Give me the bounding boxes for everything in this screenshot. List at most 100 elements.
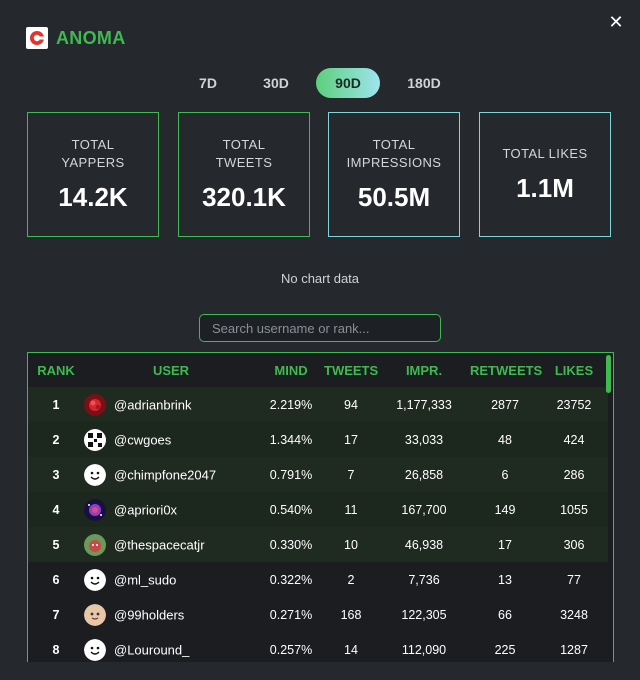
cat-avatar bbox=[84, 533, 106, 556]
username[interactable]: @ml_sudo bbox=[114, 572, 177, 587]
mind-cell: 0.330% bbox=[258, 527, 324, 562]
smiley-avatar bbox=[84, 463, 106, 486]
tab-90d[interactable]: 90D bbox=[316, 68, 380, 98]
anoma-logo bbox=[26, 27, 48, 49]
username[interactable]: @99holders bbox=[114, 607, 185, 622]
impr-cell: 1,177,333 bbox=[378, 387, 470, 422]
chart-empty-message: No chart data bbox=[280, 271, 360, 286]
retweets-cell: 66 bbox=[498, 607, 512, 622]
username[interactable]: @apriori0x bbox=[114, 502, 178, 517]
period-tabs: 7D 30D 90D 180D bbox=[0, 68, 640, 98]
stat-total-impressions: TOTAL IMPRESSIONS 50.5M bbox=[328, 112, 460, 237]
leaderboard-table: RANK USER MIND TWEETS IMPR. RETWEETS LIK… bbox=[27, 352, 614, 662]
username[interactable]: @chimpfone2047 bbox=[114, 467, 217, 482]
table-scrollbar[interactable] bbox=[606, 355, 611, 393]
rank-cell: 2 bbox=[28, 422, 84, 457]
col-impr-header[interactable]: IMPR. bbox=[405, 362, 443, 378]
retweets-cell: 13 bbox=[498, 572, 512, 587]
user-cell: @cwgoes bbox=[84, 422, 258, 457]
impr-cell: 167,700 bbox=[378, 492, 470, 527]
likes-cell: 306 bbox=[540, 527, 608, 562]
tweets-cell: 168 bbox=[340, 607, 362, 622]
retweets-cell: 149 bbox=[470, 492, 540, 527]
mind-cell: 0.791% bbox=[258, 457, 324, 492]
mind-cell: 1.344% bbox=[258, 422, 324, 457]
mind-cell: 0.322% bbox=[269, 572, 313, 587]
impr-cell: 122,305 bbox=[401, 607, 447, 622]
col-tweets-header[interactable]: TWEETS bbox=[324, 362, 379, 378]
mind-cell: 2.219% bbox=[258, 387, 324, 422]
likes-cell: 1287 bbox=[560, 642, 588, 657]
table-row[interactable]: 6 @ml_sudo 0.322% 2 7,736 13 77 bbox=[28, 562, 608, 597]
rank-cell: 7 bbox=[52, 607, 60, 622]
table-row[interactable]: 7 @99holders 0.271% 168 122,305 66 3248 bbox=[28, 597, 608, 632]
table-row[interactable]: 2 @cwgoes 1.344% 17 33,033 48 424 bbox=[28, 422, 608, 457]
retweets-cell: 48 bbox=[470, 422, 540, 457]
table-row[interactable]: 1 @adrianbrink 2.219% 94 1,177,333 2877 … bbox=[28, 387, 608, 422]
rank-cell: 4 bbox=[28, 492, 84, 527]
rank-cell: 5 bbox=[28, 527, 84, 562]
user-cell: @chimpfone2047 bbox=[84, 457, 258, 492]
user-cell: @adrianbrink bbox=[84, 387, 258, 422]
table-row[interactable]: 3 @chimpfone2047 0.791% 7 26,858 6 286 bbox=[28, 457, 608, 492]
mind-cell: 0.257% bbox=[269, 642, 313, 657]
username[interactable]: @Louround_ bbox=[114, 642, 190, 657]
username[interactable]: @thespacecatjr bbox=[114, 537, 205, 552]
likes-cell: 3248 bbox=[560, 607, 588, 622]
retweets-cell: 6 bbox=[470, 457, 540, 492]
table-row[interactable]: 8 @Louround_ 0.257% 14 112,090 225 1287 bbox=[28, 632, 608, 662]
table-row[interactable]: 4 @apriori0x 0.540% 11 167,700 149 1055 bbox=[28, 492, 608, 527]
likes-cell: 286 bbox=[540, 457, 608, 492]
close-icon[interactable]: ✕ bbox=[608, 11, 624, 32]
stat-value: 50.5M bbox=[357, 182, 431, 212]
user-cell: @ml_sudo bbox=[84, 562, 258, 597]
stat-value: 320.1K bbox=[202, 182, 286, 212]
tweets-cell: 11 bbox=[324, 492, 378, 527]
col-retweets-header[interactable]: RETWEETS bbox=[470, 362, 543, 378]
user-cell: @99holders bbox=[84, 597, 258, 632]
retweets-cell: 225 bbox=[494, 642, 516, 657]
stat-value: 14.2K bbox=[58, 182, 128, 212]
stat-label: TOTAL YAPPERS bbox=[61, 137, 125, 170]
tab-7d[interactable]: 7D bbox=[199, 75, 217, 91]
likes-cell: 23752 bbox=[540, 387, 608, 422]
tweets-cell: 7 bbox=[324, 457, 378, 492]
rank-cell: 8 bbox=[52, 642, 60, 657]
col-user-header[interactable]: USER bbox=[152, 362, 190, 378]
col-mind-header[interactable]: MIND bbox=[274, 362, 308, 378]
search-input[interactable] bbox=[199, 314, 441, 342]
tweets-cell: 10 bbox=[324, 527, 378, 562]
stat-total-tweets: TOTAL TWEETS 320.1K bbox=[178, 112, 310, 237]
stat-total-likes: TOTAL LIKES 1.1M bbox=[479, 112, 611, 237]
username[interactable]: @adrianbrink bbox=[114, 397, 192, 412]
tweets-cell: 94 bbox=[324, 387, 378, 422]
likes-cell: 77 bbox=[567, 572, 581, 587]
rank-cell: 3 bbox=[28, 457, 84, 492]
username[interactable]: @cwgoes bbox=[114, 432, 172, 447]
retweets-cell: 2877 bbox=[470, 387, 540, 422]
tab-180d[interactable]: 180D bbox=[407, 75, 441, 91]
stat-label: TOTAL LIKES bbox=[502, 146, 588, 161]
likes-cell: 1055 bbox=[540, 492, 608, 527]
mind-cell: 0.540% bbox=[258, 492, 324, 527]
nebula-avatar bbox=[84, 498, 106, 521]
user-cell: @Louround_ bbox=[84, 632, 258, 662]
tab-30d[interactable]: 30D bbox=[263, 75, 289, 91]
impr-cell: 26,858 bbox=[378, 457, 470, 492]
logo-icon bbox=[30, 31, 45, 45]
smiley-avatar bbox=[84, 638, 106, 661]
table-header-row: RANK USER MIND TWEETS IMPR. RETWEETS LIK… bbox=[28, 353, 608, 387]
col-likes-header[interactable]: LIKES bbox=[554, 362, 594, 378]
col-rank-header[interactable]: RANK bbox=[37, 362, 75, 378]
impr-cell: 112,090 bbox=[401, 642, 447, 657]
tweets-cell: 14 bbox=[344, 642, 358, 657]
smiley-avatar bbox=[84, 568, 106, 591]
tweets-cell: 17 bbox=[324, 422, 378, 457]
user-cell: @thespacecatjr bbox=[84, 527, 258, 562]
qr-pattern-avatar bbox=[84, 428, 106, 451]
stat-total-yappers: TOTAL YAPPERS 14.2K bbox=[27, 112, 159, 237]
table-row[interactable]: 5 @thespacecatjr 0.330% 10 46,938 17 306 bbox=[28, 527, 608, 562]
impr-cell: 33,033 bbox=[378, 422, 470, 457]
retweets-cell: 17 bbox=[470, 527, 540, 562]
impr-cell: 7,736 bbox=[408, 572, 440, 587]
